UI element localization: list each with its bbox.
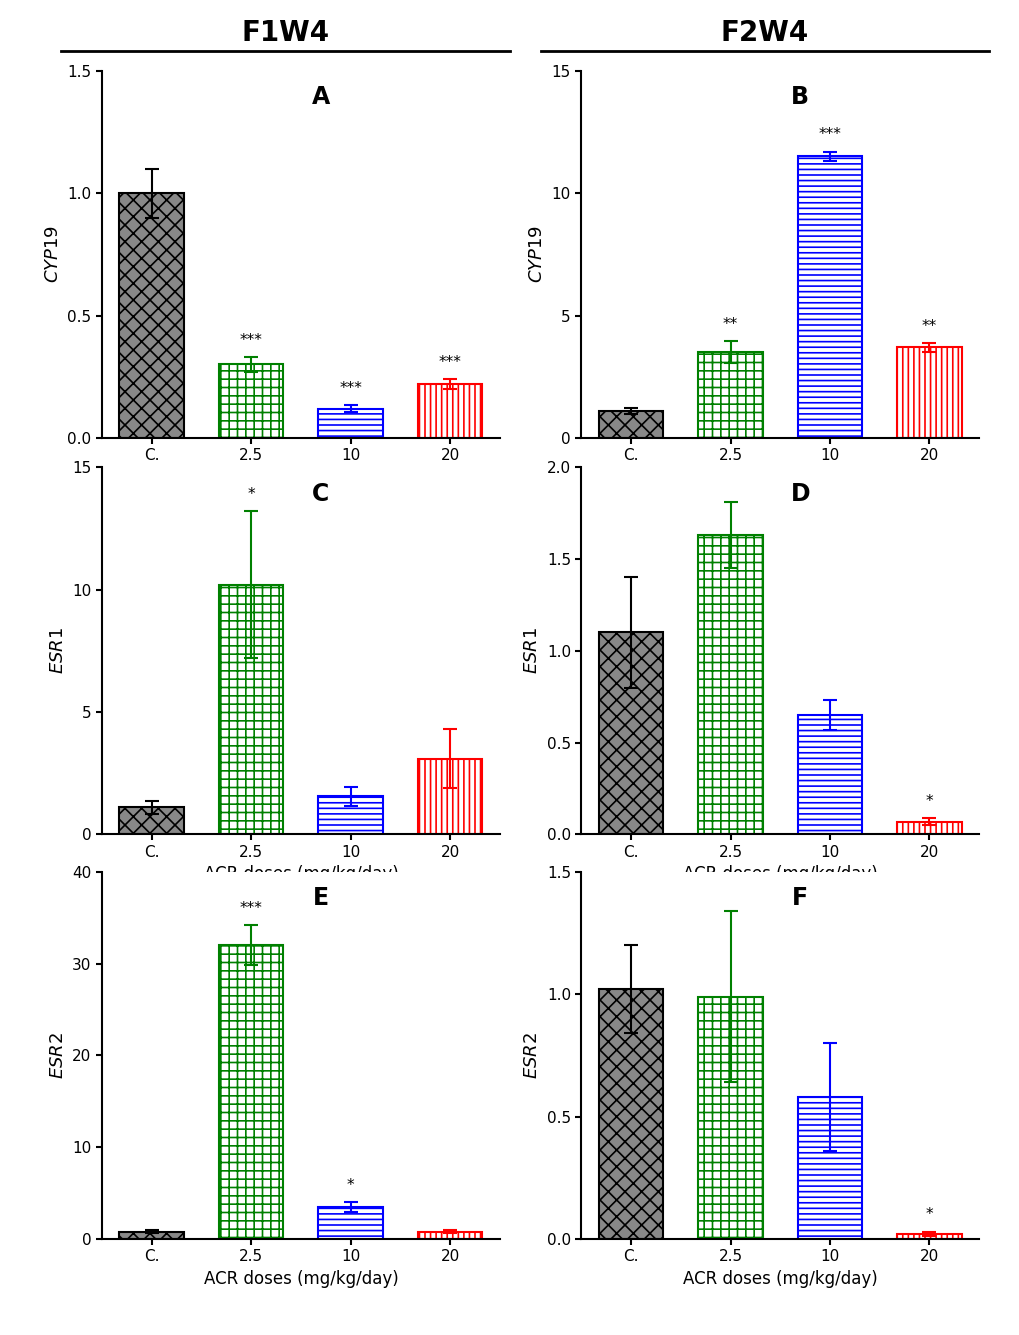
Bar <box>598 633 662 834</box>
Bar <box>318 1207 382 1239</box>
Text: B: B <box>791 85 808 109</box>
Text: **: ** <box>921 319 936 334</box>
Bar <box>219 945 283 1239</box>
Bar <box>598 989 662 1239</box>
Text: ***: *** <box>818 127 841 143</box>
Text: ***: *** <box>339 380 362 395</box>
Text: F: F <box>792 886 807 910</box>
Bar <box>797 1097 861 1239</box>
Bar <box>698 535 762 834</box>
Text: ***: *** <box>239 332 262 348</box>
Bar <box>318 409 382 438</box>
Bar <box>119 1231 183 1239</box>
Bar <box>219 364 283 438</box>
Text: *: * <box>346 1177 354 1192</box>
Text: ***: *** <box>239 901 262 916</box>
Bar <box>418 384 482 438</box>
X-axis label: ACR doses (mg/kg/day): ACR doses (mg/kg/day) <box>683 865 876 884</box>
Bar <box>797 156 861 438</box>
X-axis label: ACR doses (mg/kg/day): ACR doses (mg/kg/day) <box>204 469 397 487</box>
X-axis label: ACR doses (mg/kg/day): ACR doses (mg/kg/day) <box>683 1270 876 1288</box>
Bar <box>219 585 283 834</box>
Bar <box>698 996 762 1239</box>
Y-axis label: $\it{ESR1}$: $\it{ESR1}$ <box>523 627 541 674</box>
Text: *: * <box>925 1207 932 1223</box>
Bar <box>318 797 382 834</box>
Text: D: D <box>790 482 809 506</box>
Text: C: C <box>312 482 329 506</box>
Bar <box>897 821 961 834</box>
X-axis label: ACR doses (mg/kg/day): ACR doses (mg/kg/day) <box>204 865 397 884</box>
Y-axis label: $\it{ESR1}$: $\it{ESR1}$ <box>49 627 66 674</box>
Bar <box>797 716 861 834</box>
Y-axis label: $\it{ESR2}$: $\it{ESR2}$ <box>523 1032 541 1079</box>
Text: *: * <box>925 794 932 809</box>
Text: E: E <box>313 886 328 910</box>
Bar <box>897 1234 961 1239</box>
Bar <box>418 758 482 834</box>
Bar <box>698 352 762 438</box>
Bar <box>119 194 183 438</box>
Bar <box>418 1231 482 1239</box>
X-axis label: ACR doses (mg/kg/day): ACR doses (mg/kg/day) <box>204 1270 397 1288</box>
X-axis label: ACR doses (mg/kg/day): ACR doses (mg/kg/day) <box>683 469 876 487</box>
Text: F2W4: F2W4 <box>720 20 808 47</box>
Bar <box>598 411 662 438</box>
Y-axis label: $\it{ESR2}$: $\it{ESR2}$ <box>49 1032 66 1079</box>
Bar <box>119 808 183 834</box>
Text: F1W4: F1W4 <box>242 20 329 47</box>
Text: A: A <box>312 85 329 109</box>
Text: ***: *** <box>438 355 461 370</box>
Y-axis label: $\it{CYP19}$: $\it{CYP19}$ <box>528 226 545 283</box>
Text: *: * <box>248 487 255 502</box>
Y-axis label: $\it{CYP19}$: $\it{CYP19}$ <box>44 226 62 283</box>
Bar <box>897 347 961 438</box>
Text: **: ** <box>722 316 738 332</box>
